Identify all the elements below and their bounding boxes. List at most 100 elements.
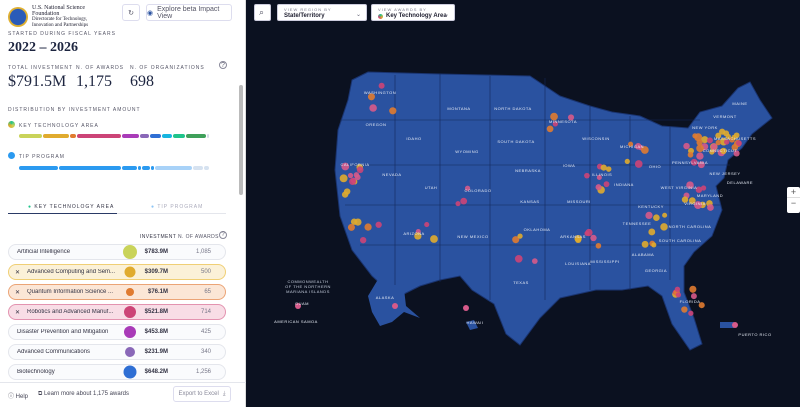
award-dot[interactable] [343,188,351,195]
award-dot[interactable] [531,258,538,264]
tip-distribution-bar[interactable] [19,166,215,171]
award-dot[interactable] [430,235,438,243]
award-dot[interactable] [674,286,681,293]
distribution-segment[interactable] [70,134,76,138]
award-dot[interactable] [455,201,461,207]
award-dot[interactable] [605,166,612,172]
distribution-segment[interactable] [122,134,139,138]
explore-impact-button[interactable]: ◉ Explore beta Impact View [146,4,232,21]
table-row[interactable]: Biotechnology $648.2M 1,256 [8,364,226,380]
continental-us[interactable] [334,71,773,351]
award-dot[interactable] [339,174,348,183]
info-icon[interactable]: ? [219,61,227,69]
award-dot[interactable] [690,158,698,166]
award-dot[interactable] [725,133,731,140]
tab-key-technology-area[interactable]: ● Key technology area [28,204,115,210]
award-dot[interactable] [732,322,738,328]
award-dot[interactable] [689,285,697,293]
award-dot[interactable] [353,172,360,178]
award-dot[interactable] [460,197,468,205]
award-dot[interactable] [683,142,690,150]
award-dot[interactable] [706,137,713,144]
help-link[interactable]: ⓘ Help [8,394,29,400]
award-dot[interactable] [347,223,355,231]
award-dot[interactable] [347,172,354,179]
award-dot[interactable] [733,132,740,139]
hawaii[interactable] [466,320,478,330]
distribution-segment[interactable] [142,166,150,170]
award-dot[interactable] [517,233,523,239]
award-dot[interactable] [688,310,694,316]
award-dot[interactable] [546,125,554,133]
award-dot[interactable] [710,143,718,151]
award-dot[interactable] [701,136,709,144]
award-dot[interactable] [375,221,382,228]
puerto-rico[interactable] [720,322,734,328]
award-dot[interactable] [681,196,689,203]
award-dot[interactable] [295,303,301,309]
award-dot[interactable] [463,305,469,311]
distribution-segment[interactable] [43,134,69,138]
distribution-segment[interactable] [207,134,209,138]
award-dot[interactable] [709,149,715,155]
award-dot[interactable] [696,139,703,146]
kta-distribution-bar[interactable] [19,134,215,139]
award-dot[interactable] [733,150,740,157]
zoom-in-button[interactable]: + [790,187,797,197]
reset-button[interactable]: ↻ [122,4,140,21]
alaska[interactable] [368,272,420,326]
award-dot[interactable] [715,132,722,139]
remove-icon[interactable]: ✕ [15,270,21,276]
award-dot[interactable] [367,93,375,101]
table-row[interactable]: ✕ Quantum Information Science ... $76.1M 65 [8,284,226,300]
award-dot[interactable] [392,303,398,309]
award-dot[interactable] [660,223,668,231]
award-dot[interactable] [653,214,660,221]
region-select[interactable]: View region by State/Territory ⌄ [277,4,367,21]
table-row[interactable]: Advanced Communications $231.9M 340 [8,344,226,360]
award-dot[interactable] [354,218,362,226]
distribution-segment[interactable] [162,134,172,138]
table-info-icon[interactable]: ? [219,231,227,239]
award-dot[interactable] [707,204,714,211]
learn-more-link[interactable]: ⧉ Learn more about 1,175 awards [38,391,130,397]
distribution-segment[interactable] [19,134,42,138]
award-dot[interactable] [464,185,471,191]
table-row[interactable]: Disaster Prevention and Mitigation $453.8… [8,324,226,340]
export-excel-button[interactable]: Export to Excel ⤓ [173,386,231,402]
award-dot[interactable] [687,151,694,158]
award-dot[interactable] [590,234,597,242]
distribution-segment[interactable] [151,166,154,170]
award-dot[interactable] [628,141,634,147]
award-dot[interactable] [356,166,364,174]
award-dot[interactable] [567,114,575,121]
awards-view-select[interactable]: View awards by Key Technology Area ⌄ [371,4,455,21]
table-row[interactable]: ✕ Advanced Computing and Sem... $309.7M 500 [8,264,226,280]
remove-icon[interactable]: ✕ [15,290,21,296]
award-dot[interactable] [574,234,582,243]
panel-scrollbar[interactable] [239,85,243,195]
award-dot[interactable] [512,236,520,244]
zoom-out-button[interactable]: − [787,197,800,208]
award-dot[interactable] [651,242,657,248]
award-dot[interactable] [715,139,721,146]
distribution-segment[interactable] [138,166,141,170]
award-dot[interactable] [389,107,397,115]
award-dot[interactable] [624,158,630,165]
award-dot[interactable] [514,254,523,263]
award-dot[interactable] [603,181,610,188]
award-dot[interactable] [634,160,643,168]
award-dot[interactable] [696,144,704,153]
distribution-segment[interactable] [150,134,161,138]
award-dot[interactable] [552,121,558,127]
search-button[interactable]: ⌕ [254,4,271,21]
award-dot[interactable] [641,240,649,248]
award-dot[interactable] [688,197,696,205]
award-dot[interactable] [698,302,705,309]
award-dot[interactable] [595,184,602,191]
distribution-segment[interactable] [19,166,58,170]
remove-icon[interactable]: ✕ [15,310,21,316]
table-row[interactable]: Artificial Intelligence $783.9M 1,085 [8,244,226,260]
distribution-segment[interactable] [193,166,203,170]
award-dot[interactable] [369,104,377,112]
